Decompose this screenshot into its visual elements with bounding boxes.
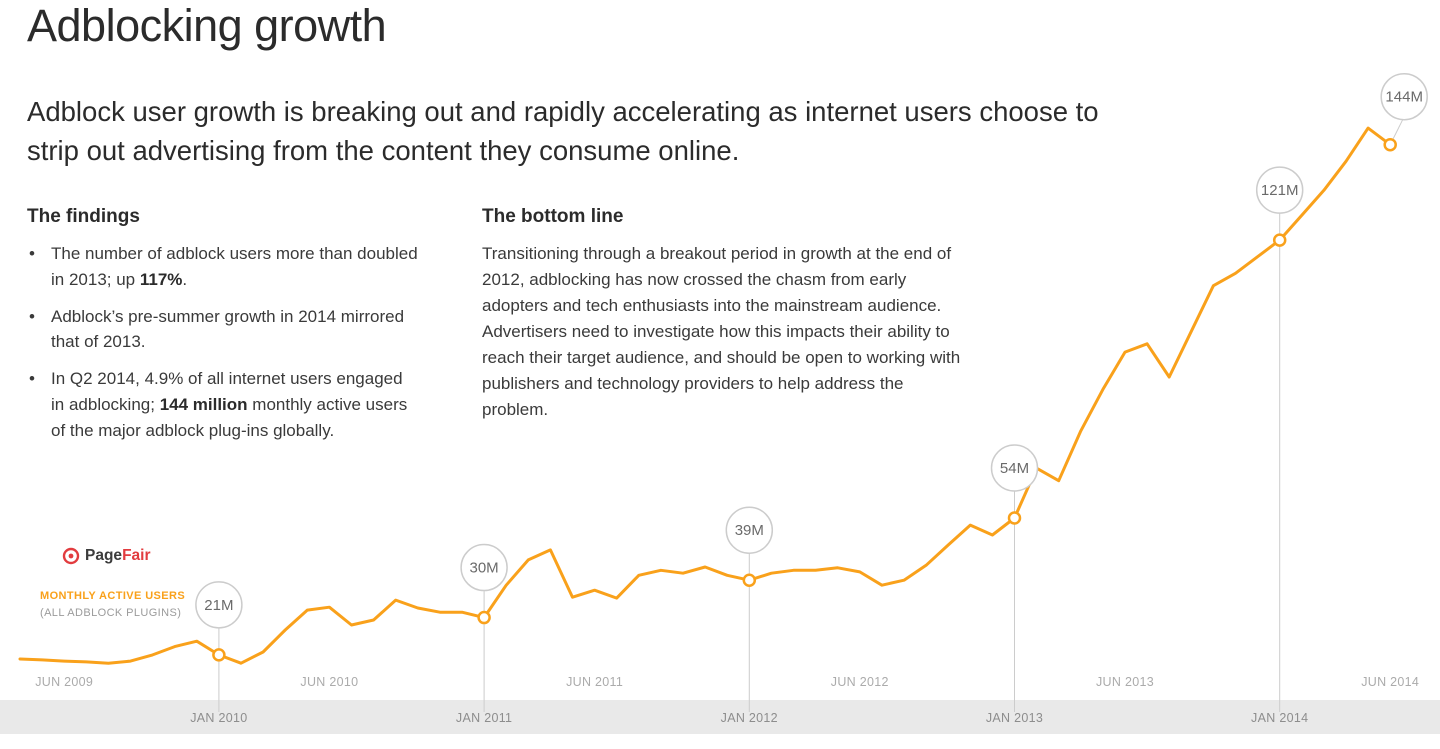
finding-highlight: 117%	[139, 269, 183, 289]
legend-monthly-active-users: MONTHLY ACTIVE USERS	[40, 590, 186, 602]
finding-text: Adblock’s pre-summer growth in 2014 mirr…	[51, 306, 405, 352]
logo-text-fair: Fair	[122, 547, 151, 564]
pagefair-icon	[62, 547, 80, 565]
data-point-marker	[1383, 137, 1397, 152]
findings-heading: The findings	[27, 206, 140, 227]
axis-label-jun: JUN 2014	[1361, 675, 1419, 689]
legend-all-adblock-plugins: (ALL ADBLOCK PLUGINS)	[40, 607, 182, 619]
axis-label-jun: JUN 2013	[1096, 675, 1154, 689]
bottom-line-heading: The bottom line	[482, 206, 624, 227]
logo-text-page: Page	[85, 547, 123, 564]
page-subtitle: Adblock user growth is breaking out and …	[27, 96, 1099, 167]
chart-legend: MONTHLY ACTIVE USERS (ALL ADBLOCK PLUGIN…	[40, 590, 185, 619]
bottom-line-column: The bottom line Transitioning through a …	[482, 206, 970, 423]
findings-column: The findings The number of adblock users…	[27, 206, 419, 455]
data-point-marker	[212, 648, 226, 662]
page-title: Adblocking growth	[27, 0, 387, 51]
annotation-bubble	[1380, 72, 1428, 121]
axis-label-jan: JAN 2011	[456, 711, 512, 725]
adblock-users-line	[18, 126, 1392, 665]
data-point-marker	[1272, 233, 1287, 247]
pagefair-logo: Page Fair	[62, 547, 151, 565]
finding-item: The number of adblock users more than do…	[27, 241, 419, 293]
axis-label-jan: JAN 2012	[721, 711, 778, 725]
findings-list: The number of adblock users more than do…	[27, 241, 419, 444]
axis-label-jun: JUN 2011	[566, 675, 623, 689]
annotation-label: 121M	[1261, 182, 1299, 199]
annotation-label: 21M	[204, 597, 233, 614]
annotation-label: 144M	[1385, 89, 1423, 106]
annotation-bubble	[990, 444, 1039, 492]
annotation-bubble	[725, 506, 774, 554]
annotation-bubble	[195, 581, 243, 629]
annotation-bubble	[460, 543, 508, 592]
data-point-marker	[742, 573, 757, 587]
annotation-label: 30M	[470, 560, 499, 577]
finding-highlight: 144 million	[159, 395, 248, 415]
axis-label-jun: JUN 2010	[300, 675, 358, 689]
timeline-band	[0, 700, 1440, 734]
data-point-marker	[1007, 511, 1022, 525]
annotation-bubble	[1255, 166, 1304, 214]
finding-text: monthly active users of the major adbloc…	[51, 395, 408, 440]
axis-label-jan: JAN 2013	[986, 711, 1043, 725]
annotation-label: 39M	[735, 522, 764, 539]
axis-label-jun: JUN 2009	[35, 675, 93, 689]
finding-item: In Q2 2014, 4.9% of all internet users e…	[27, 366, 419, 443]
axis-label-jun: JUN 2012	[831, 675, 889, 689]
axis-label-jan: JAN 2014	[1251, 711, 1308, 725]
axis-label-jan: JAN 2010	[190, 711, 247, 725]
finding-item: Adblock’s pre-summer growth in 2014 mirr…	[27, 304, 419, 356]
finding-text: .	[182, 269, 188, 289]
annotation-label: 54M	[1000, 460, 1029, 477]
finding-text: The number of adblock users more than do…	[51, 244, 418, 289]
finding-text: In Q2 2014, 4.9% of all internet users e…	[51, 369, 403, 415]
bottom-line-body: Transitioning through a breakout period …	[482, 244, 961, 419]
data-point-marker	[477, 610, 491, 625]
